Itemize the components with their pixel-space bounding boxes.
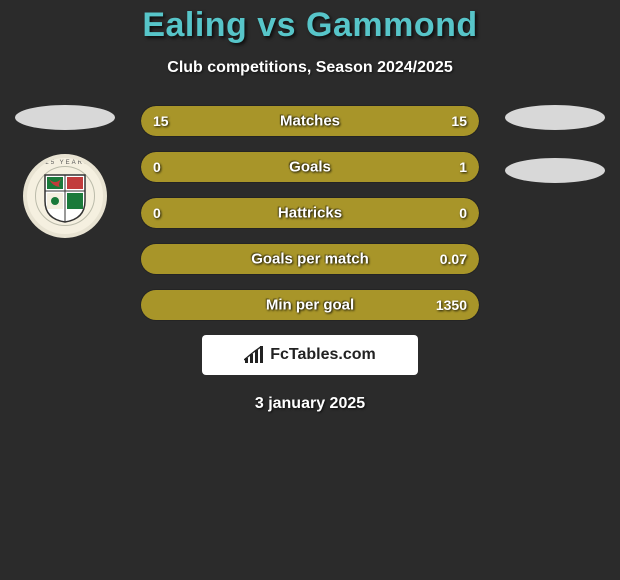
stat-row: 0.07Goals per match [140,243,480,275]
badge-arc-text: 125 YEARS [27,160,103,166]
stat-label: Goals [141,159,479,176]
right-player-column [500,105,610,183]
brand-text: FcTables.com [270,346,376,364]
stat-row: 00Hattricks [140,197,480,229]
page-title: Ealing vs Gammond [0,0,620,45]
footer-date: 3 january 2025 [0,395,620,413]
player-placeholder-right-1 [505,105,605,130]
page-subtitle: Club competitions, Season 2024/2025 [0,59,620,77]
shield-icon [43,173,87,223]
left-player-column: 125 YEARS [10,105,120,238]
stat-row: 1515Matches [140,105,480,137]
player-placeholder-left [15,105,115,130]
stat-row: 1350Min per goal [140,289,480,321]
stat-label: Min per goal [141,297,479,314]
stat-label: Goals per match [141,251,479,268]
comparison-panel: 125 YEARS 1515Matches 01Goals 00Hattricks 0… [0,105,620,321]
club-badge-left: 125 YEARS [23,154,107,238]
player-placeholder-right-2 [505,158,605,183]
stat-label: Matches [141,113,479,130]
brand-badge[interactable]: FcTables.com [202,335,418,375]
stat-label: Hattricks [141,205,479,222]
chart-icon [244,346,264,364]
stat-bars: 1515Matches 01Goals 00Hattricks 0.07Goals p… [140,105,480,321]
stat-row: 01Goals [140,151,480,183]
